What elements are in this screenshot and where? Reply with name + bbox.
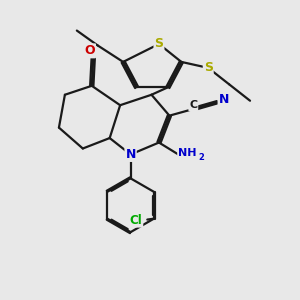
- Text: C: C: [189, 100, 197, 110]
- Text: 2: 2: [199, 153, 205, 162]
- Text: S: S: [204, 61, 213, 74]
- Text: S: S: [154, 38, 164, 50]
- Text: Cl: Cl: [130, 214, 142, 227]
- Text: N: N: [125, 148, 136, 161]
- Text: O: O: [84, 44, 95, 57]
- Text: N: N: [219, 93, 229, 106]
- Text: NH: NH: [178, 148, 196, 158]
